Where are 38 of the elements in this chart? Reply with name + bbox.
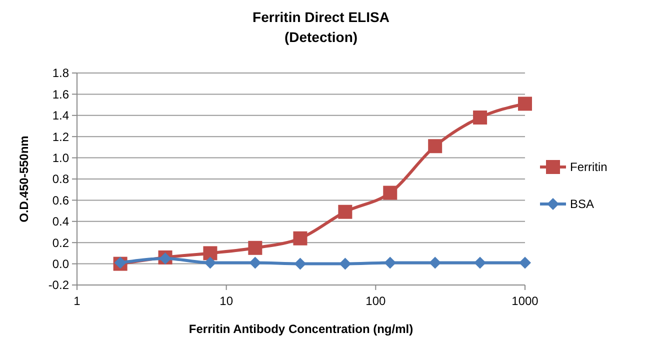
x-tick-label: 10 — [220, 294, 234, 308]
point — [249, 256, 262, 269]
point — [293, 231, 308, 246]
point — [473, 110, 488, 125]
x-axis-title: Ferritin Antibody Concentration (ng/ml) — [188, 322, 414, 336]
y-tick-label: 0.4 — [52, 214, 70, 229]
point — [428, 139, 442, 154]
y-tick-label: 0.6 — [52, 193, 70, 208]
point — [384, 256, 396, 269]
point — [338, 204, 352, 219]
y-tick-label: 1.0 — [52, 151, 70, 165]
y-axis-title: O.D.450-550nm — [17, 136, 31, 222]
chart-subtitle: (Detection) — [284, 29, 358, 45]
point — [519, 256, 531, 269]
point — [474, 256, 486, 269]
point — [339, 258, 352, 270]
x-tick-label: 100 — [366, 294, 386, 308]
point — [518, 96, 532, 111]
legend-label: BSA — [570, 197, 594, 212]
legend-label: Ferritin — [570, 160, 608, 174]
point — [203, 246, 218, 260]
y-tick-label: 0.2 — [52, 236, 70, 250]
point — [204, 256, 216, 269]
y-tick-label: 1.6 — [52, 87, 70, 102]
y-tick-label: 1.2 — [52, 130, 70, 144]
x-tick-label: 1000 — [512, 294, 539, 308]
point — [159, 252, 172, 264]
y-tick-label: 0.0 — [52, 257, 70, 271]
point — [429, 256, 442, 269]
point — [294, 258, 306, 270]
y-tick-label: -0.2 — [48, 278, 70, 292]
y-tick-label: 1.4 — [52, 108, 70, 123]
point — [248, 240, 262, 255]
y-tick-label: 0.8 — [52, 172, 70, 186]
point — [383, 186, 398, 200]
chart-title: Ferritin Direct ELISA — [252, 9, 390, 25]
y-tick-label: 1.8 — [52, 66, 70, 80]
x-tick-label: 1 — [74, 294, 81, 308]
